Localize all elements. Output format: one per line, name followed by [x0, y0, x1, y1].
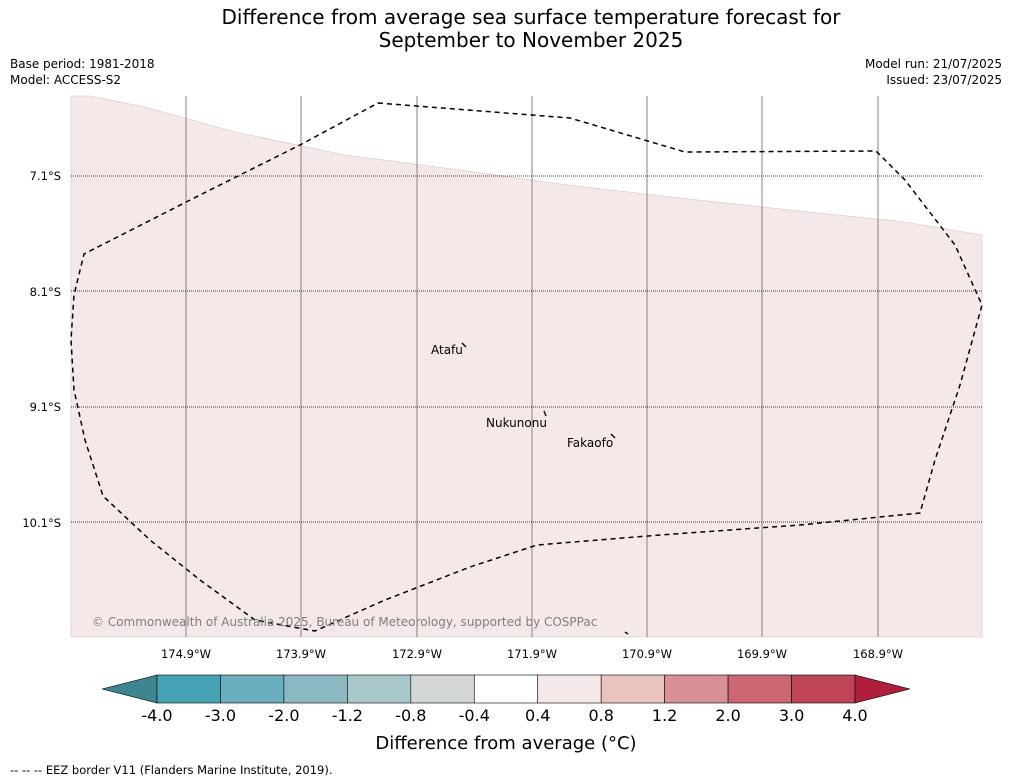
copyright-notice: © Commonwealth of Australia 2025, Bureau…: [92, 615, 597, 629]
colorbar-segment: [410, 674, 475, 704]
colorbar: [101, 674, 911, 704]
model-name: Model: ACCESS-S2: [10, 73, 122, 87]
map-panel: Atafu Nukunonu Fakaofo © Commonwealth of…: [70, 95, 983, 638]
lon-label-168-9: 168.9°W: [853, 647, 903, 661]
colorbar-segment: [156, 674, 221, 704]
colorbar-segment: [727, 674, 792, 704]
lat-label-9-1: 9.1°S: [30, 400, 61, 414]
model-run: Model run: 21/07/2025: [864, 57, 1002, 71]
eez-border: [70, 102, 983, 632]
lon-label-173-9: 173.9°W: [276, 647, 326, 661]
place-fakaofo: Fakaofo: [567, 436, 613, 450]
meridian-lines: [185, 96, 879, 637]
colorbar-tick-label: 3.0: [779, 706, 804, 725]
lon-label-170-9: 170.9°W: [622, 647, 672, 661]
colorbar-segment: [537, 674, 602, 704]
meta-left: Base period: 1981-2018 Model: ACCESS-S2: [10, 56, 155, 88]
colorbar-tick-label: 2.0: [715, 706, 740, 725]
place-atafu: Atafu: [431, 343, 463, 357]
lat-label-8-1: 8.1°S: [30, 285, 61, 299]
colorbar-segment: [600, 674, 665, 704]
lat-label-10-1: 10.1°S: [22, 516, 61, 530]
colorbar-segment: [664, 674, 729, 704]
colorbar-tick-label: -0.8: [395, 706, 426, 725]
nukunonu-island-shape: [543, 410, 547, 417]
small-island-shape: [624, 631, 629, 635]
lon-label-171-9: 171.9°W: [507, 647, 557, 661]
base-period: Base period: 1981-2018: [10, 57, 155, 71]
colorbar-tick-label: 0.8: [588, 706, 613, 725]
colorbar-segment: [220, 674, 285, 704]
title-line-1: Difference from average sea surface temp…: [221, 5, 841, 29]
colorbar-tick-label: -2.0: [268, 706, 299, 725]
meta-right: Model run: 21/07/2025 Issued: 23/07/2025: [865, 56, 1002, 88]
colorbar-tick-label: -3.0: [205, 706, 236, 725]
colorbar-title: Difference from average (°C): [375, 733, 636, 754]
longitude-labels: 174.9°W 173.9°W 172.9°W 171.9°W 170.9°W …: [161, 647, 903, 661]
lon-label-169-9: 169.9°W: [737, 647, 787, 661]
colorbar-tick-label: -0.4: [459, 706, 490, 725]
colorbar-segment: [473, 674, 539, 704]
colorbar-tick-label: 1.2: [652, 706, 677, 725]
islands: [461, 342, 629, 635]
colorbar-segment: [347, 674, 412, 704]
lon-label-172-9: 172.9°W: [392, 647, 442, 661]
fakaofo-island-shape: [610, 433, 616, 439]
eez-legend: -- -- -- EEZ border V11 (Flanders Marine…: [10, 763, 333, 777]
sea-anomaly-fill: [70, 95, 983, 638]
colorbar-tick-label: -4.0: [141, 706, 172, 725]
place-nukunonu: Nukunonu: [486, 416, 547, 430]
colorbar-extend-high: [854, 674, 911, 704]
map-title: Difference from average sea surface temp…: [0, 6, 1011, 52]
colorbar-segment: [791, 674, 856, 704]
issued-date: Issued: 23/07/2025: [886, 73, 1002, 87]
lat-label-7-1: 7.1°S: [30, 169, 61, 183]
colorbar-tick-label: 4.0: [842, 706, 867, 725]
title-line-2: September to November 2025: [378, 28, 684, 52]
colorbar-extend-low: [101, 674, 158, 704]
colorbar-tick-label: 0.4: [525, 706, 550, 725]
colorbar-labels: -4.0 -3.0 -2.0 -1.2 -0.8 -0.4 0.4 0.8 1.2 2.0 3.0 4…: [141, 706, 867, 725]
atafu-island-shape: [461, 342, 467, 348]
lon-label-174-9: 174.9°W: [161, 647, 211, 661]
latitude-labels: 7.1°S 8.1°S 9.1°S 10.1°S: [22, 169, 61, 530]
colorbar-tick-label: -1.2: [332, 706, 363, 725]
colorbar-segment: [283, 674, 348, 704]
